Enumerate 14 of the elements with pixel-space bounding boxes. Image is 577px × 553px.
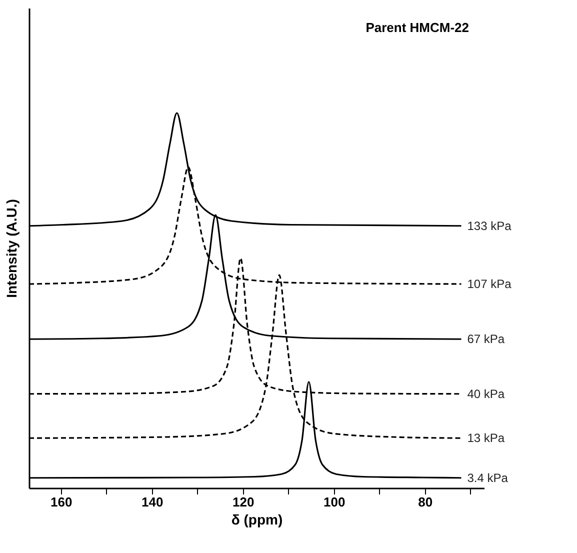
x-tick-label: 120 — [232, 494, 254, 510]
series-label: 13 kPa — [467, 431, 505, 446]
text: Parent HMCM-22 — [366, 20, 469, 35]
series-label: 133 kPa — [467, 218, 512, 233]
x-tick-label: 100 — [324, 494, 346, 510]
x-tick-label: 80 — [418, 494, 433, 510]
series-label: 107 kPa — [467, 277, 512, 291]
series-label: 40 kPa — [467, 386, 505, 401]
x-axis-title: δ (ppm) — [231, 512, 283, 528]
x-tick-label: 140 — [142, 494, 164, 510]
series-label: 67 kPa — [467, 332, 505, 346]
series-label: 3.4 kPa — [467, 470, 508, 485]
x-tick-label: 160 — [50, 494, 72, 510]
y-axis-title: Intensity (A.U.) — [4, 199, 20, 298]
